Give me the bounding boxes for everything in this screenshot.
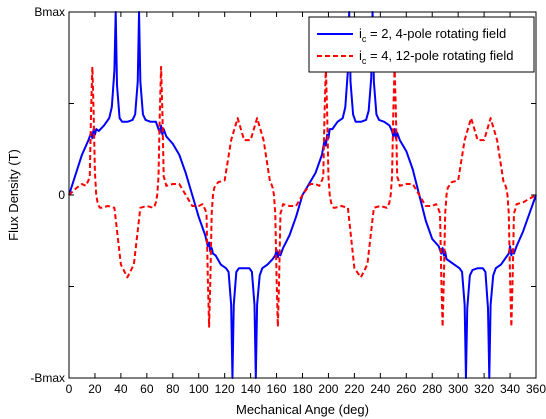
y-tick-label: 0 [58, 188, 65, 202]
x-tick-label: 340 [500, 382, 520, 396]
x-tick-label: 60 [140, 382, 154, 396]
y-tick-label: -Bmax [30, 371, 65, 385]
series-line-2 [68, 65, 537, 328]
x-tick-label: 300 [448, 382, 468, 396]
x-tick-label: 140 [241, 382, 261, 396]
x-tick-label: 280 [422, 382, 442, 396]
x-tick-label: 320 [474, 382, 494, 396]
y-axis-label: Flux Density (T) [6, 149, 21, 241]
x-tick-label: 180 [292, 382, 312, 396]
axes-layer: 0 20 40 60 80 100 120 140 160 180 200 220 240 260 280 3… [30, 5, 546, 396]
x-tick-label: 240 [370, 382, 390, 396]
x-axis-label: Mechanical Ange (deg) [236, 402, 369, 417]
x-tick-label: 260 [396, 382, 416, 396]
legend-label-1: ic = 2, 4-pole rotating field [359, 26, 506, 44]
x-tick-label: 100 [189, 382, 209, 396]
y-tick-label: Bmax [34, 5, 65, 19]
x-tick-label: 360 [526, 382, 546, 396]
x-tick-label: 40 [114, 382, 128, 396]
series-layer [68, 11, 537, 379]
x-tick-label: 0 [66, 382, 73, 396]
x-tick-label: 200 [318, 382, 338, 396]
x-tick-label: 20 [88, 382, 102, 396]
legend-box [308, 16, 535, 73]
x-tick-label: 80 [166, 382, 180, 396]
x-tick-label: 220 [344, 382, 364, 396]
legend: ic = 2, 4-pole rotating field ic = 4, 12-… [308, 16, 535, 73]
x-tick-label: 120 [215, 382, 235, 396]
x-tick-label: 160 [267, 382, 287, 396]
legend-label-2: ic = 4, 12-pole rotating field [359, 48, 513, 66]
